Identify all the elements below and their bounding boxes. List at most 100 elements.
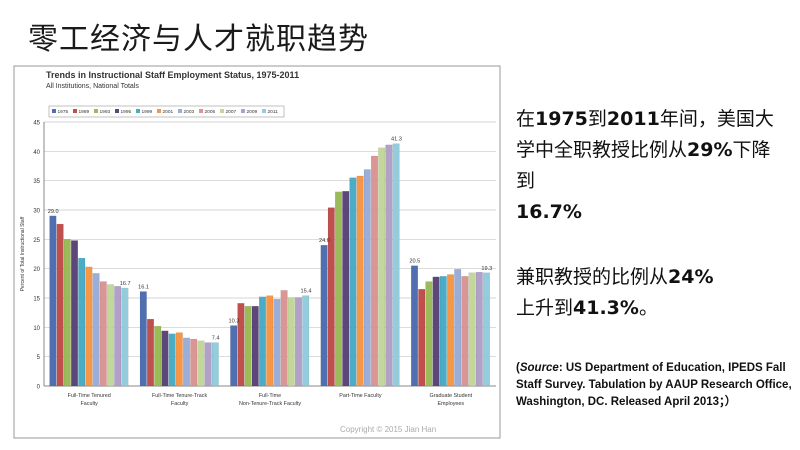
summary-parttime: 兼职教授的比例从24% 上升到41.3%。: [516, 262, 788, 324]
bar: [244, 306, 252, 387]
legend-label: 2009: [247, 109, 258, 115]
bar-chart: 0 5 10 15 20 25 30 35 40 45 Percent of Total Instr…: [13, 65, 501, 439]
x-tick-label: Faculty: [171, 401, 189, 407]
bar: [175, 332, 183, 387]
bar: [211, 342, 219, 387]
legend-label: 2001: [163, 109, 174, 115]
y-tick-label: 0: [37, 385, 41, 391]
legend-label: 1975: [58, 109, 69, 115]
bar: [454, 269, 462, 387]
y-tick-label: 45: [33, 121, 40, 127]
data-label: 15.4: [301, 289, 312, 295]
summary-fulltime: 在1975到2011年间，美国大学中全职教授比例从29%下降到 16.7%: [516, 104, 788, 228]
summary-text: 上升到: [516, 297, 574, 319]
bar: [342, 191, 350, 387]
data-label: 20.5: [409, 259, 420, 265]
source-label: Source: [519, 362, 559, 374]
y-tick-label: 40: [33, 150, 40, 156]
bar: [475, 271, 483, 387]
summary-text: 兼职教授的比例从: [516, 266, 669, 288]
bar: [56, 223, 64, 387]
legend-label: 2007: [226, 109, 237, 115]
data-label: 41.3: [391, 137, 402, 143]
bar: [92, 273, 100, 387]
legend-label: 1999: [142, 109, 153, 115]
bar: [139, 291, 147, 387]
chart-subtitle: All Institutions, National Totals: [46, 83, 139, 90]
legend-label: 1993: [100, 109, 111, 115]
bar: [168, 333, 176, 387]
bar: [363, 169, 371, 387]
summary-pct-end: 41.3%: [573, 297, 639, 319]
data-label: 29.0: [48, 209, 59, 215]
x-tick-label: Part-Time Faculty: [339, 393, 382, 399]
bar: [251, 306, 259, 387]
y-tick-label: 5: [37, 355, 41, 361]
y-tick-label: 20: [33, 267, 40, 273]
legend-swatch: [220, 109, 224, 113]
x-tick-label: Graduate Student: [430, 393, 473, 399]
bar: [335, 191, 343, 387]
bar: [418, 288, 426, 387]
bar: [392, 143, 400, 387]
bar: [461, 276, 469, 387]
bar: [295, 297, 303, 387]
data-label: 24.0: [319, 238, 330, 244]
bar: [85, 266, 93, 387]
source-note: (Source: US Department of Education, IPE…: [516, 360, 796, 411]
summary-pct-start: 24%: [668, 266, 714, 288]
bar: [71, 240, 79, 387]
slide-title: 零工经济与人才就职趋势: [28, 22, 369, 57]
summary-pct-end: 16.7%: [516, 201, 582, 223]
bar: [63, 239, 71, 387]
bar: [78, 257, 86, 387]
chart-panel: 0 5 10 15 20 25 30 35 40 45 Percent of Total Instr…: [12, 64, 502, 440]
x-tick-label: Full-Time Tenure-Track: [152, 393, 208, 399]
bar: [99, 281, 107, 387]
bar: [378, 147, 386, 387]
x-tick-label: Full-Time Tenured: [68, 393, 111, 399]
legend-label: 2003: [184, 109, 195, 115]
y-tick-label: 15: [33, 297, 40, 303]
bar: [302, 295, 310, 387]
summary-text: 下降到: [516, 139, 771, 192]
bar: [190, 338, 198, 387]
data-label: 16.7: [120, 281, 131, 287]
data-label: 16.1: [138, 285, 149, 291]
legend-label: 2005: [205, 109, 216, 115]
x-tick-label: Employees: [437, 401, 464, 407]
legend-swatch: [136, 109, 140, 113]
bar: [356, 175, 364, 387]
legend-label: 1989: [79, 109, 90, 115]
legend-swatch: [199, 109, 203, 113]
summary-text: 。: [638, 297, 658, 319]
summary-text: 在: [516, 108, 536, 130]
y-axis-label: Percent of Total Instructional Staff: [20, 216, 26, 291]
bar: [106, 284, 114, 387]
legend-swatch: [262, 109, 266, 113]
bar: [385, 144, 393, 387]
legend-swatch: [52, 109, 56, 113]
summary-pct-start: 29%: [687, 139, 733, 161]
bar: [432, 276, 440, 387]
bar: [121, 287, 129, 387]
summary-year-end: 2011: [606, 108, 660, 130]
legend-swatch: [241, 109, 245, 113]
y-tick-label: 25: [33, 238, 40, 244]
bar: [146, 318, 154, 387]
bar: [182, 337, 190, 387]
bar: [425, 281, 433, 387]
chart-title: Trends in Instructional Staff Employment…: [46, 70, 300, 80]
bar: [287, 297, 295, 387]
legend-swatch: [157, 109, 161, 113]
legend-swatch: [178, 109, 182, 113]
bar: [320, 244, 328, 387]
summary-text: 年间，美国大学中全职教授比例从: [516, 108, 774, 161]
bar: [49, 215, 57, 387]
source-text: : US Department of Education, IPEDS Fall…: [516, 362, 792, 408]
data-label: 10.3: [229, 319, 240, 325]
bar: [439, 276, 447, 387]
legend-label: 2011: [268, 109, 279, 115]
bar: [154, 325, 162, 387]
legend-swatch: [73, 109, 77, 113]
